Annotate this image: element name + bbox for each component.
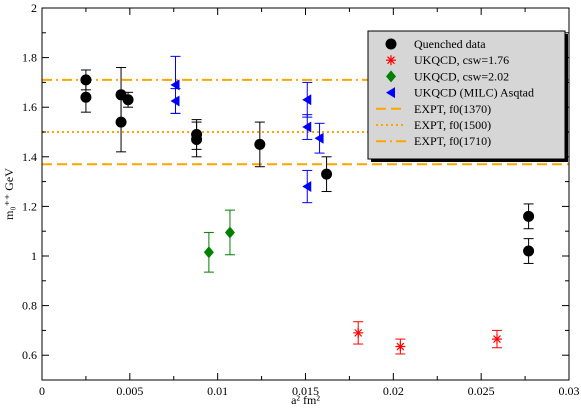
- legend-label: Quenched data: [414, 37, 486, 51]
- x-axis-label: a² fm²: [291, 393, 320, 407]
- legend-marker: [386, 55, 396, 66]
- data-point: [321, 168, 333, 180]
- y-tick-label: 2: [31, 1, 37, 15]
- y-tick-label: 0.6: [22, 348, 37, 362]
- y-tick-label: 0.8: [22, 299, 37, 313]
- data-point: [254, 138, 266, 150]
- legend-box: [367, 30, 566, 160]
- data-point: [191, 133, 203, 145]
- legend: Quenched data UKQCD, csw=1.76 UKQCD, csw=2…: [367, 30, 568, 162]
- series-0: [80, 67, 535, 264]
- data-point: [395, 341, 406, 352]
- y-tick-label: 1.4: [22, 150, 37, 164]
- data-point: [80, 91, 92, 103]
- data-point: [302, 94, 312, 106]
- y-tick-label: 1.2: [22, 199, 37, 213]
- data-point: [523, 245, 535, 257]
- data-point: [353, 327, 364, 338]
- data-point: [170, 95, 180, 107]
- legend-marker: [386, 70, 396, 83]
- data-point: [115, 116, 127, 128]
- legend-marker: [386, 87, 395, 99]
- series-3: [170, 55, 325, 204]
- data-point: [122, 94, 134, 106]
- x-tick-label: 0: [39, 384, 45, 398]
- data-point: [523, 210, 535, 222]
- series-2: [203, 209, 235, 273]
- y-tick-label: 1.8: [22, 51, 37, 65]
- x-tick-label: 0.03: [559, 384, 580, 398]
- x-tick-label: 0.02: [383, 384, 404, 398]
- data-point: [170, 79, 180, 91]
- data-point: [302, 181, 312, 193]
- data-point: [314, 132, 324, 144]
- x-tick-label: 0.005: [116, 384, 143, 398]
- legend-label: EXPT, f0(1370): [414, 102, 491, 116]
- x-tick-label: 0.01: [207, 384, 228, 398]
- data-point: [224, 226, 235, 239]
- series-1: [353, 321, 502, 355]
- legend-marker: [385, 38, 397, 50]
- y-axis-label: m₀⁺⁺ GeV: [2, 168, 16, 220]
- legend-label: EXPT, f0(1710): [414, 134, 491, 148]
- data-point: [302, 121, 312, 133]
- legend-label: EXPT, f0(1500): [414, 118, 491, 132]
- y-tick-label: 1.6: [22, 100, 37, 114]
- x-tick-label: 0.015: [292, 384, 319, 398]
- x-tick-label: 0.025: [468, 384, 495, 398]
- legend-label: UKQCD, csw=2.02: [414, 69, 509, 83]
- data-point: [491, 334, 502, 345]
- y-tick-label: 1: [31, 249, 37, 263]
- data-point: [203, 246, 214, 259]
- legend-label: UKQCD (MILC) Asqtad: [414, 86, 534, 100]
- legend-label: UKQCD, csw=1.76: [414, 53, 509, 67]
